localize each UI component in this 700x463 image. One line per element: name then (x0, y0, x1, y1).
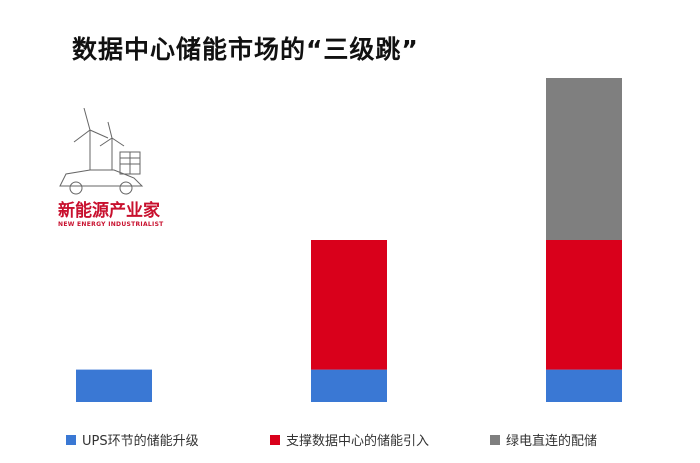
bar-segment-1-group-3 (546, 369, 622, 402)
bar-segment-1-group-1 (76, 369, 152, 402)
legend-label: UPS环节的储能升级 (82, 434, 199, 449)
watermark-name-cn: 新能源产业家 (58, 201, 160, 221)
bar-segment-3-group-3 (546, 78, 622, 240)
chart-title: 数据中心储能市场的“三级跳” (72, 35, 419, 64)
legend-item-2: 支撑数据中心的储能引入 (270, 430, 429, 449)
bar-segment-2-group-3 (546, 240, 622, 370)
legend-swatch (66, 434, 76, 445)
chart-legend: UPS环节的储能升级 支撑数据中心的储能引入 绿电直连的配储 (0, 430, 700, 450)
bar-segment-2-group-2 (311, 240, 387, 370)
legend-item-1: UPS环节的储能升级 (66, 430, 199, 449)
bar-segment-1-group-2 (311, 369, 387, 402)
wind-turbine-car-icon (59, 107, 144, 195)
legend-label: 绿电直连的配储 (506, 434, 598, 449)
watermark-name-en: NEW ENERGY INDUSTRIALIST (58, 221, 164, 228)
legend-item-3: 绿电直连的配储 (490, 430, 597, 449)
legend-label: 支撑数据中心的储能引入 (286, 434, 430, 449)
watermark-logo: 新能源产业家 NEW ENERGY INDUSTRIALIST (50, 107, 166, 238)
legend-swatch (490, 434, 500, 445)
legend-swatch (270, 434, 280, 445)
